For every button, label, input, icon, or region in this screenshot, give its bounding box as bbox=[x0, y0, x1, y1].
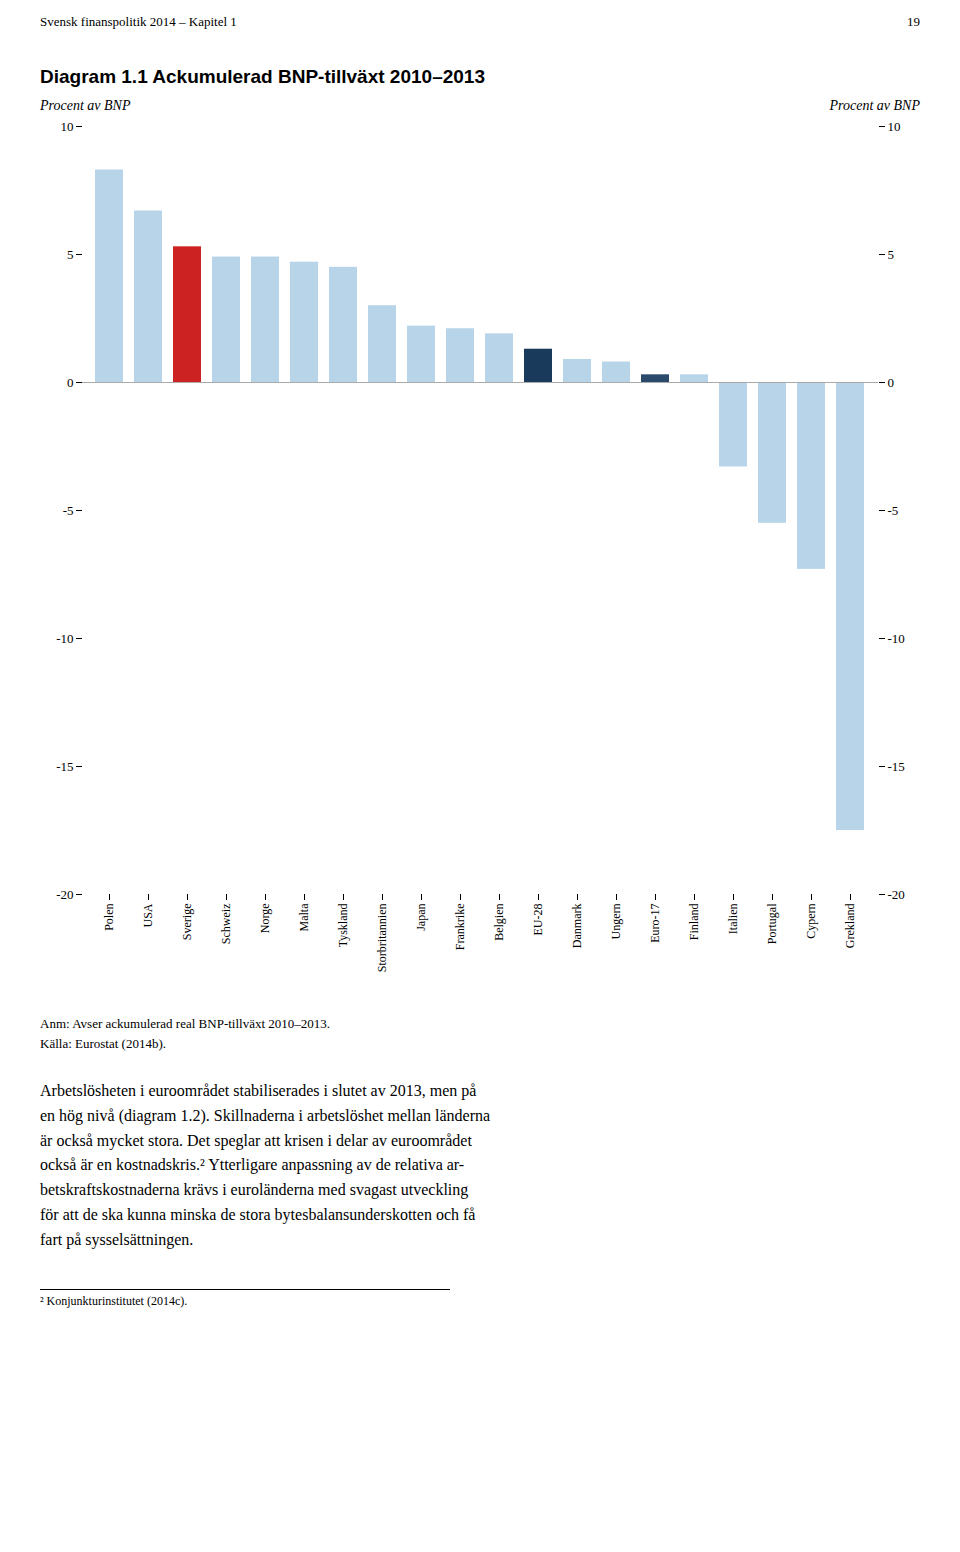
html-text:Procent av BNP: Procent av BNP bbox=[40, 98, 131, 113]
svg-text:Belgien: Belgien bbox=[492, 904, 506, 941]
svg-text:Danmark: Danmark bbox=[570, 904, 584, 949]
svg-text:10: 10 bbox=[888, 119, 901, 134]
svg-text:Portugal: Portugal bbox=[765, 903, 779, 944]
svg-text:-10: -10 bbox=[56, 631, 73, 646]
svg-text:Grekland: Grekland bbox=[843, 904, 857, 949]
svg-text:Finland: Finland bbox=[687, 904, 701, 941]
svg-text:Cypern: Cypern bbox=[804, 904, 818, 939]
html-text:Procent av BNP: Procent av BNP bbox=[829, 98, 920, 113]
html-text:Diagram 1.1 Ackumulerad BNP-ti: Diagram 1.1 Ackumulerad BNP-tillväxt 201… bbox=[40, 66, 485, 87]
svg-text:-10: -10 bbox=[888, 631, 905, 646]
svg-text:USA: USA bbox=[141, 903, 155, 927]
svg-text:Italien: Italien bbox=[726, 904, 740, 935]
html-text:Anm: Avser ackumulerad real BN: Anm: Avser ackumulerad real BNP-tillväxt… bbox=[40, 1016, 330, 1031]
svg-text:Storbritannien: Storbritannien bbox=[375, 904, 389, 973]
html-text:Svensk finanspolitik 2014 – Ka: Svensk finanspolitik 2014 – Kapitel 1 bbox=[40, 14, 237, 29]
svg-text:Tyskland: Tyskland bbox=[336, 904, 350, 948]
svg-text:EU-28: EU-28 bbox=[531, 904, 545, 936]
svg-text:-5: -5 bbox=[888, 503, 899, 518]
svg-text:-15: -15 bbox=[888, 759, 905, 774]
svg-text:-5: -5 bbox=[63, 503, 74, 518]
html-text:Källa: Eurostat (2014b).: Källa: Eurostat (2014b). bbox=[40, 1035, 166, 1051]
svg-text:Japan: Japan bbox=[414, 904, 428, 931]
html-text:² Konjunkturinstitutet (2014c): ² Konjunkturinstitutet (2014c). bbox=[40, 1293, 188, 1308]
svg-text:-20: -20 bbox=[888, 887, 905, 902]
svg-text:5: 5 bbox=[67, 247, 74, 262]
svg-text:-15: -15 bbox=[56, 759, 73, 774]
svg-text:Norge: Norge bbox=[258, 904, 272, 934]
svg-text:Malta: Malta bbox=[297, 903, 311, 932]
svg-text:0: 0 bbox=[888, 375, 895, 390]
html-text:19: 19 bbox=[907, 14, 920, 29]
svg-text:-20: -20 bbox=[56, 887, 73, 902]
html-text:Arbetslösheten i euroområdet s: Arbetslösheten i euroområdet stabilisera… bbox=[40, 1082, 491, 1248]
svg-text:Ungern: Ungern bbox=[609, 904, 623, 940]
svg-text:0: 0 bbox=[67, 375, 74, 390]
svg-text:Sverige: Sverige bbox=[180, 904, 194, 941]
svg-text:Euro-17: Euro-17 bbox=[648, 904, 662, 943]
svg-text:Polen: Polen bbox=[102, 904, 116, 931]
svg-text:Frankrike: Frankrike bbox=[453, 904, 467, 951]
svg-text:5: 5 bbox=[888, 247, 895, 262]
svg-text:10: 10 bbox=[61, 119, 74, 134]
svg-text:Schweiz: Schweiz bbox=[219, 904, 233, 945]
